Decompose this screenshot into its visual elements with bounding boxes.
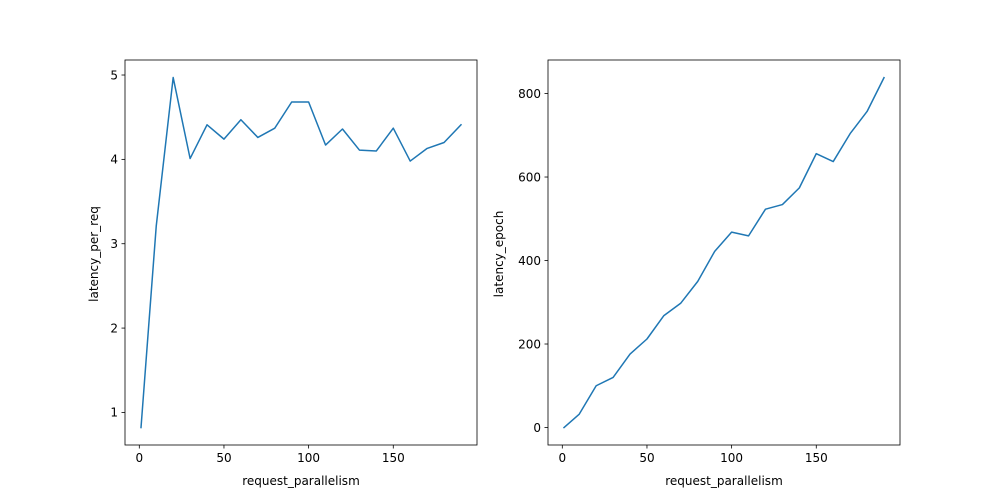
right-series-line-0 — [562, 76, 886, 429]
left-x-tick-label: 0 — [135, 451, 143, 465]
left-axes-frame — [124, 59, 478, 446]
right-y-tick-label: 400 — [518, 254, 541, 268]
right-y-tick-label: 600 — [518, 170, 541, 184]
right-y-axis-label: latency_epoch — [492, 211, 506, 298]
left-y-tick-label: 5 — [110, 68, 118, 82]
right-x-tick-label: 100 — [720, 451, 743, 465]
left-series-line-0 — [140, 76, 463, 429]
left-y-tick-label: 1 — [110, 406, 118, 420]
right-subplot: 0 50 100 150 0 200 400 600 800 request_paralleli… — [492, 59, 901, 488]
right-x-tick-label: 50 — [639, 451, 654, 465]
right-x-tick-label: 0 — [558, 451, 566, 465]
right-x-axis-label: request_parallelism — [665, 474, 783, 488]
left-x-tick-label: 50 — [216, 451, 231, 465]
left-y-tick-label: 4 — [110, 153, 118, 167]
left-x-axis-label: request_parallelism — [242, 474, 360, 488]
right-y-tick-label: 800 — [518, 87, 541, 101]
left-x-tick-label: 150 — [382, 451, 405, 465]
right-axes-frame — [547, 59, 901, 446]
left-y-axis-label: latency_per_req — [87, 206, 101, 302]
left-subplot: 0 50 100 150 1 2 3 4 5 request_parallelism laten… — [87, 59, 478, 488]
right-x-tick-label: 150 — [805, 451, 828, 465]
left-y-tick-label: 2 — [110, 321, 118, 335]
left-y-tick-label: 3 — [110, 237, 118, 251]
right-y-tick-label: 200 — [518, 337, 541, 351]
right-y-tick-label: 0 — [533, 421, 541, 435]
left-x-tick-label: 100 — [297, 451, 320, 465]
